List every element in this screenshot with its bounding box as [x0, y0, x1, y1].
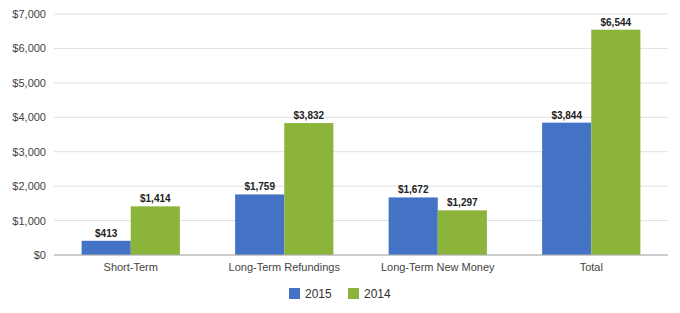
- data-label: $1,759: [244, 181, 275, 192]
- grid-line: [54, 255, 668, 256]
- x-tick-label: Total: [580, 261, 603, 273]
- y-tick-label: $5,000: [12, 77, 46, 89]
- legend-label: 2015: [305, 287, 332, 301]
- y-tick-label: $2,000: [12, 180, 46, 192]
- x-tick-label: Long-Term Refundings: [229, 261, 341, 273]
- legend: 2015 2014: [289, 287, 391, 301]
- bar: [591, 30, 640, 255]
- grid-line: [54, 82, 668, 83]
- grid: [54, 14, 668, 255]
- bar: [235, 194, 284, 255]
- legend-swatch: [348, 288, 359, 299]
- data-label: $413: [95, 228, 118, 239]
- data-label: $1,672: [398, 184, 429, 195]
- bar: [131, 206, 180, 255]
- bar: [438, 210, 487, 255]
- y-tick-label: $4,000: [12, 111, 46, 123]
- y-tick-label: $7,000: [12, 8, 46, 20]
- bar: [542, 123, 591, 255]
- y-tick-label: $3,000: [12, 146, 46, 158]
- data-label: $6,544: [601, 17, 632, 28]
- data-label: $1,414: [140, 193, 171, 204]
- bar: [284, 123, 333, 255]
- legend-label: 2014: [364, 287, 391, 301]
- data-labels: $413 $1,759 $1,672 $3,844 $1,414 $3,832 $1,297…: [95, 17, 631, 239]
- bar: [389, 197, 438, 255]
- grid-line: [54, 48, 668, 49]
- x-tick-label: Short-Term: [104, 261, 158, 273]
- data-label: $3,832: [294, 110, 325, 121]
- x-tick-label: Long-Term New Money: [381, 261, 495, 273]
- y-tick-label: $6,000: [12, 42, 46, 54]
- y-tick-label: $0: [34, 249, 46, 261]
- bars: [82, 30, 641, 255]
- bar: [82, 241, 131, 255]
- legend-swatch: [289, 288, 300, 299]
- data-label: $1,297: [447, 197, 478, 208]
- data-label: $3,844: [551, 110, 582, 121]
- y-tick-label: $1,000: [12, 215, 46, 227]
- grid-line: [54, 14, 668, 15]
- chart: $0 $1,000 $2,000 $3,000 $4,000 $5,000 $6,000 $7…: [0, 0, 680, 313]
- x-axis-line: [54, 255, 668, 256]
